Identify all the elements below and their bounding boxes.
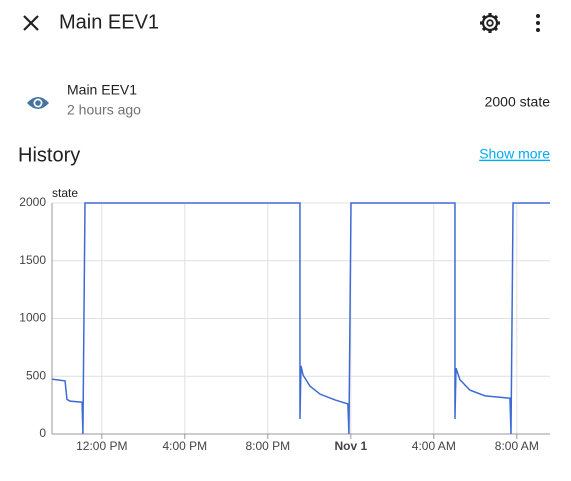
x-tick-label: 4:00 PM	[162, 439, 207, 453]
y-tick-label: 2000	[19, 195, 46, 209]
menu-button[interactable]	[536, 14, 540, 32]
show-more-link[interactable]: Show more	[479, 146, 550, 162]
x-tick-label: 12:00 PM	[76, 439, 127, 453]
data-line	[51, 202, 550, 435]
x-tick-label: 8:00 AM	[495, 439, 539, 453]
x-tick-label: 4:00 AM	[412, 439, 456, 453]
close-button[interactable]	[23, 15, 39, 31]
history-title: History	[18, 144, 80, 166]
y-tick-label: 500	[26, 368, 46, 382]
last-changed: 2 hours ago	[67, 102, 141, 118]
settings-button[interactable]	[480, 13, 500, 33]
y-tick-label: 1000	[19, 311, 46, 325]
y-axis-label: state	[52, 186, 78, 200]
entity-icon	[27, 97, 49, 109]
x-tick-label: 8:00 PM	[245, 439, 290, 453]
y-tick-label: 0	[39, 426, 46, 440]
entity-name: Main EEV1	[67, 82, 137, 98]
dialog-title: Main EEV1	[59, 11, 159, 33]
y-tick-label: 1500	[19, 253, 46, 267]
entity-state: 2000 state	[485, 94, 551, 110]
x-tick-label: Nov 1	[334, 439, 367, 453]
